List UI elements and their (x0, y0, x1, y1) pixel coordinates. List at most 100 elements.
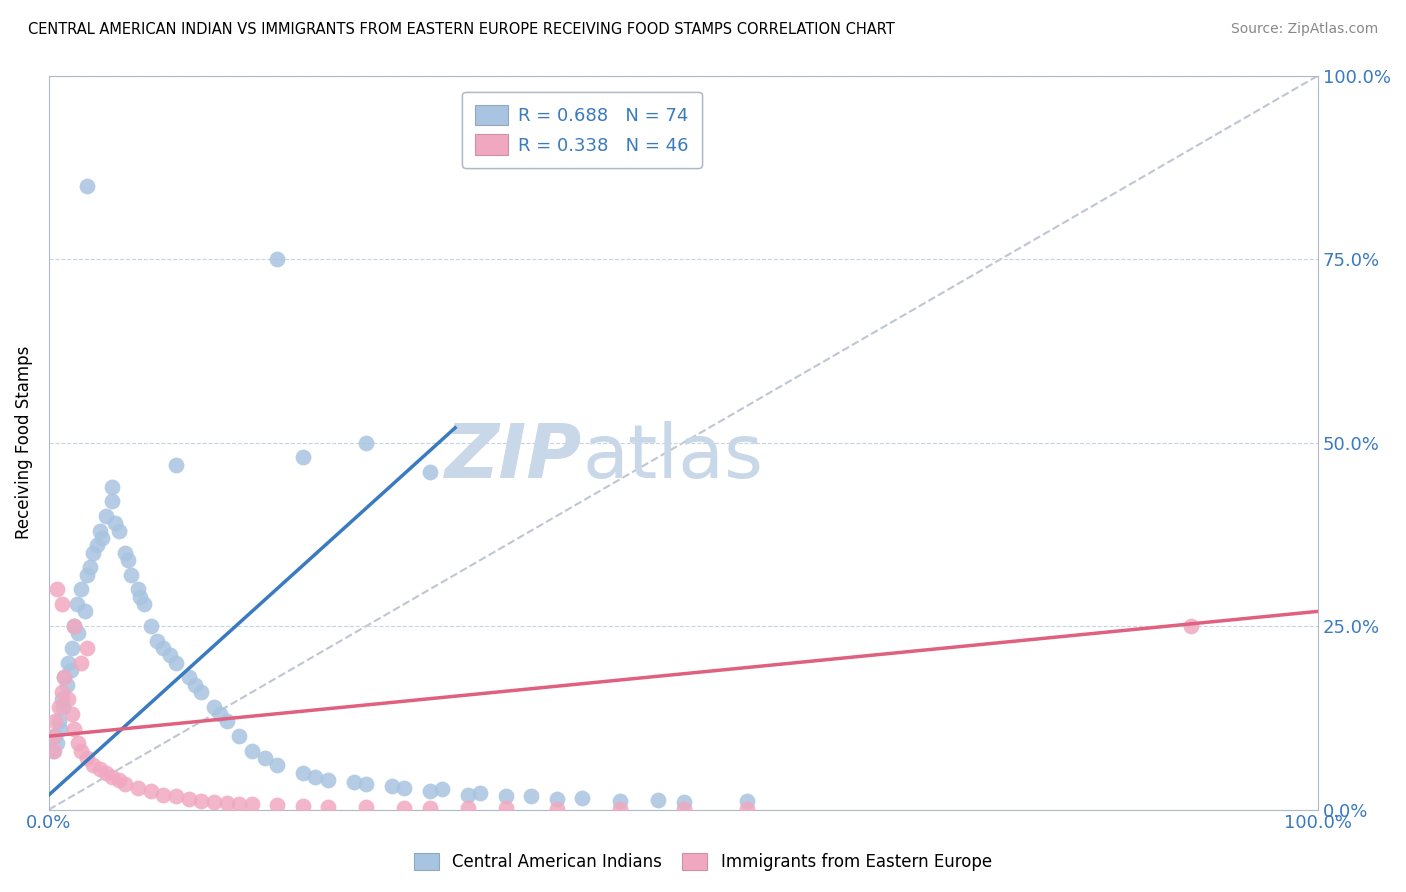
Point (63, 619, 86, 633)
Point (45, 736, 67, 750)
Point (381, 779, 404, 793)
Point (146, 633, 169, 648)
Point (266, 252, 288, 266)
Point (44, 714, 66, 729)
Point (184, 678, 207, 692)
Point (266, 758, 288, 772)
Point (266, 798, 288, 813)
Point (60, 707, 83, 722)
Point (432, 782, 454, 797)
Legend: Central American Indians, Immigrants from Eastern Europe: Central American Indians, Immigrants fro… (406, 845, 1000, 880)
Point (240, 744, 263, 758)
Point (67, 736, 90, 750)
Point (52, 699, 75, 714)
Point (394, 780, 416, 795)
Point (291, 450, 314, 465)
Point (609, 794, 631, 808)
Point (177, 670, 200, 684)
Point (253, 751, 276, 765)
Point (56, 692, 79, 706)
Point (114, 546, 136, 560)
Point (240, 797, 263, 812)
Point (63, 619, 86, 633)
Point (419, 801, 441, 815)
Point (94, 508, 117, 523)
Point (101, 494, 124, 508)
Point (672, 795, 695, 809)
Point (202, 795, 225, 809)
Point (55, 678, 77, 692)
Point (215, 714, 238, 729)
Point (134, 597, 156, 611)
Point (356, 435, 378, 450)
Point (394, 800, 416, 814)
Point (190, 794, 212, 808)
Point (91, 531, 114, 545)
Point (69, 656, 91, 670)
Point (165, 458, 187, 472)
Point (69, 582, 91, 597)
Point (190, 685, 212, 699)
Point (495, 801, 517, 815)
Point (117, 553, 139, 567)
Text: atlas: atlas (582, 421, 763, 493)
Point (76, 751, 98, 765)
Point (101, 770, 124, 784)
Point (571, 790, 593, 805)
Point (89, 762, 111, 776)
Point (107, 773, 129, 788)
Point (82, 758, 104, 772)
Point (159, 648, 181, 663)
Point (419, 465, 441, 479)
Point (45, 582, 67, 597)
Point (291, 765, 314, 780)
Point (356, 777, 378, 791)
Point (63, 722, 86, 736)
Point (56, 656, 79, 670)
Point (735, 802, 758, 816)
Point (59, 663, 82, 677)
Point (44, 729, 66, 743)
Point (76, 641, 98, 656)
Point (66, 597, 89, 611)
Point (114, 777, 136, 791)
Point (51, 692, 73, 706)
Point (1180, 619, 1202, 633)
Point (76, 567, 98, 582)
Point (67, 626, 90, 640)
Point (139, 784, 162, 798)
Text: ZIP: ZIP (444, 421, 582, 493)
Point (215, 796, 238, 810)
Point (647, 793, 669, 807)
Point (79, 560, 101, 574)
Point (165, 789, 187, 804)
Legend: R = 0.688   N = 74, R = 0.338   N = 46: R = 0.688 N = 74, R = 0.338 N = 46 (463, 92, 702, 168)
Point (316, 799, 339, 814)
Point (139, 619, 162, 633)
Point (53, 670, 76, 684)
Point (89, 524, 111, 538)
Point (42, 744, 65, 758)
Point (419, 784, 441, 798)
Point (228, 729, 250, 743)
Point (51, 685, 73, 699)
Point (76, 178, 98, 193)
Point (546, 791, 568, 805)
Point (48, 714, 70, 729)
Point (73, 604, 96, 618)
Point (609, 802, 631, 816)
Point (209, 707, 232, 722)
Point (228, 797, 250, 811)
Point (121, 567, 143, 582)
Point (356, 800, 378, 814)
Point (48, 699, 70, 714)
Point (107, 524, 129, 538)
Point (177, 791, 200, 805)
Point (291, 798, 314, 813)
Point (520, 789, 543, 803)
Text: Source: ZipAtlas.com: Source: ZipAtlas.com (1230, 22, 1378, 37)
Point (342, 774, 364, 789)
Point (104, 516, 127, 531)
Point (101, 479, 124, 493)
Point (60, 641, 83, 656)
